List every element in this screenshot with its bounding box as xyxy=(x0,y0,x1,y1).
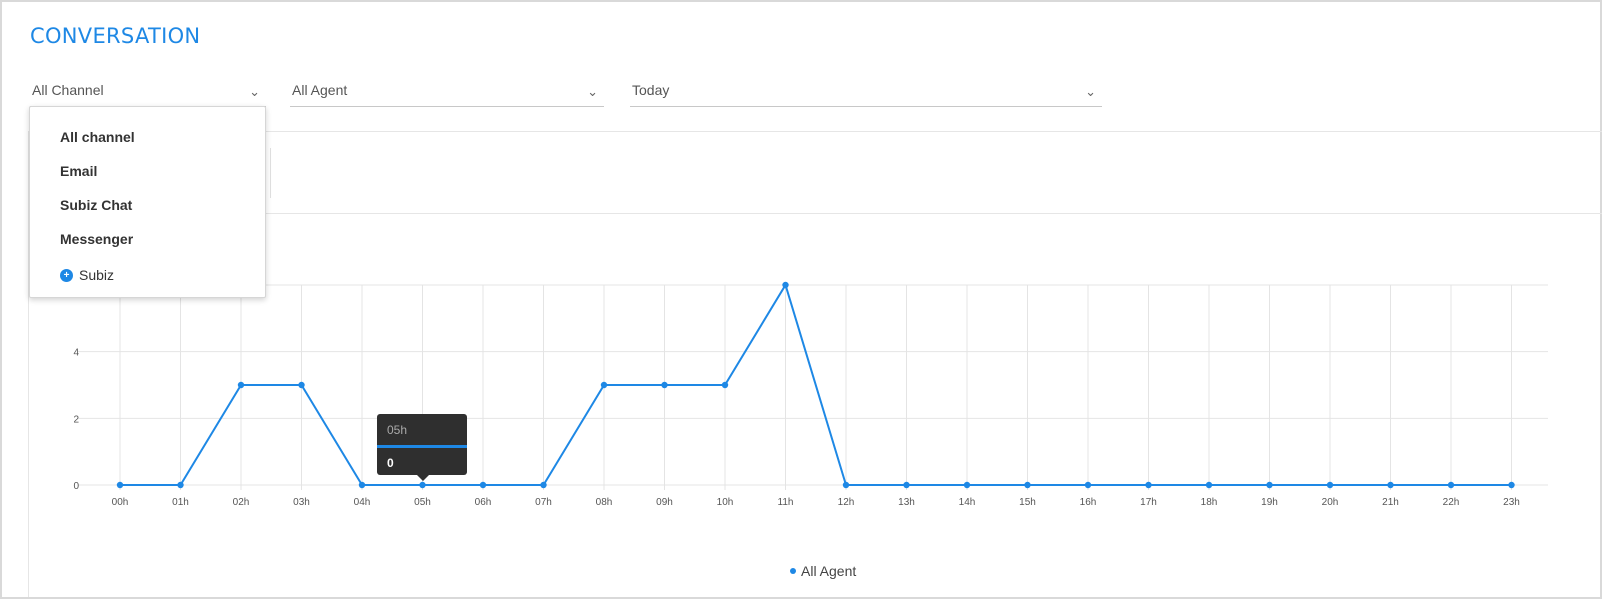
data-point xyxy=(963,481,971,489)
data-points xyxy=(116,281,1515,489)
data-point xyxy=(237,381,245,389)
chevron-down-icon: ⌄ xyxy=(249,84,260,99)
x-tick-label: 05h xyxy=(414,497,431,508)
x-tick-label: 01h xyxy=(172,497,189,508)
x-tick-label: 06h xyxy=(475,497,492,508)
data-point xyxy=(1387,481,1394,489)
data-point xyxy=(1024,481,1031,489)
chart-legend[interactable]: All Agent xyxy=(790,563,856,579)
chevron-down-icon: ⌄ xyxy=(587,84,598,99)
divider xyxy=(270,148,271,198)
tooltip-label: 05h xyxy=(387,423,408,437)
menu-item-all-channel[interactable]: All channel xyxy=(60,129,135,145)
agent-select[interactable]: All Agent ⌄ xyxy=(290,78,604,107)
page-title: CONVERSATION xyxy=(30,24,201,48)
x-tick-label: 07h xyxy=(535,497,552,508)
y-tick-label: 0 xyxy=(73,481,79,492)
data-point xyxy=(1326,481,1334,489)
data-point xyxy=(1508,481,1515,489)
tooltip-value: 0 xyxy=(387,456,394,470)
x-tick-label: 02h xyxy=(233,497,250,508)
data-point xyxy=(661,381,668,389)
date-range-select[interactable]: Today ⌄ xyxy=(630,78,1102,107)
data-point xyxy=(177,481,184,489)
x-tick-label: 11h xyxy=(778,497,794,508)
y-tick-label: 2 xyxy=(73,414,79,425)
x-tick-label: 21h xyxy=(1382,497,1399,508)
chart-tooltip: 05h 0 xyxy=(377,414,467,481)
x-tick-label: 13h xyxy=(898,497,915,508)
menu-item-subiz-label: Subiz xyxy=(79,267,115,283)
data-point xyxy=(479,481,487,489)
channel-select-value: All Channel xyxy=(32,82,104,98)
x-tick-label: 15h xyxy=(1019,497,1036,508)
data-point xyxy=(782,281,789,289)
chevron-down-icon: ⌄ xyxy=(1085,84,1096,99)
channel-dropdown-menu: All channel Email Subiz Chat Messenger +… xyxy=(29,106,266,298)
chart-panel xyxy=(28,132,1601,597)
data-point xyxy=(1084,481,1092,489)
data-point xyxy=(116,481,124,489)
x-tick-label: 14h xyxy=(959,497,976,508)
subiz-logo-icon: + xyxy=(60,268,73,282)
data-point xyxy=(419,481,426,489)
legend-label: All Agent xyxy=(801,563,857,579)
x-axis-ticks: 00h 01h 02h 03h 04h 05h 06h 07h 08h 09h 10h 11h 12h 1… xyxy=(112,497,1520,508)
menu-item-subiz[interactable]: + Subiz xyxy=(60,267,114,283)
chart-grid xyxy=(78,284,1548,490)
data-point xyxy=(842,481,850,489)
menu-item-email[interactable]: Email xyxy=(60,163,98,179)
menu-item-subiz-chat[interactable]: Subiz Chat xyxy=(60,197,133,213)
series-line-all-agent xyxy=(120,282,1512,486)
agent-select-value: All Agent xyxy=(292,82,348,98)
date-select-value: Today xyxy=(632,82,670,98)
data-point xyxy=(600,381,608,389)
y-tick-label: 4 xyxy=(73,348,79,359)
data-point xyxy=(903,481,910,489)
divider xyxy=(28,213,1602,214)
x-tick-label: 04h xyxy=(354,497,371,508)
divider xyxy=(28,131,1602,132)
x-tick-label: 23h xyxy=(1503,497,1520,508)
x-tick-label: 10h xyxy=(717,497,734,508)
x-tick-label: 22h xyxy=(1443,497,1460,508)
x-tick-label: 08h xyxy=(596,497,613,508)
legend-marker xyxy=(790,568,796,574)
x-tick-label: 19h xyxy=(1261,497,1278,508)
x-tick-label: 20h xyxy=(1322,497,1339,508)
data-point xyxy=(298,381,305,389)
y-axis-ticks: 0 2 4 xyxy=(73,348,79,492)
tooltip-arrow xyxy=(417,475,429,481)
x-tick-label: 16h xyxy=(1080,497,1097,508)
data-point xyxy=(540,481,547,489)
menu-item-messenger[interactable]: Messenger xyxy=(60,231,134,247)
x-tick-label: 18h xyxy=(1201,497,1218,508)
x-tick-label: 00h xyxy=(112,497,129,508)
data-point xyxy=(1205,481,1213,489)
data-point xyxy=(721,381,729,389)
x-tick-label: 09h xyxy=(656,497,673,508)
x-tick-label: 03h xyxy=(293,497,310,508)
tooltip-series-bar xyxy=(377,445,467,448)
x-tick-label: 12h xyxy=(838,497,855,508)
data-point xyxy=(1266,481,1273,489)
data-point xyxy=(1447,481,1455,489)
x-tick-label: 17h xyxy=(1140,497,1157,508)
data-point xyxy=(358,481,366,489)
data-point xyxy=(1145,481,1152,489)
